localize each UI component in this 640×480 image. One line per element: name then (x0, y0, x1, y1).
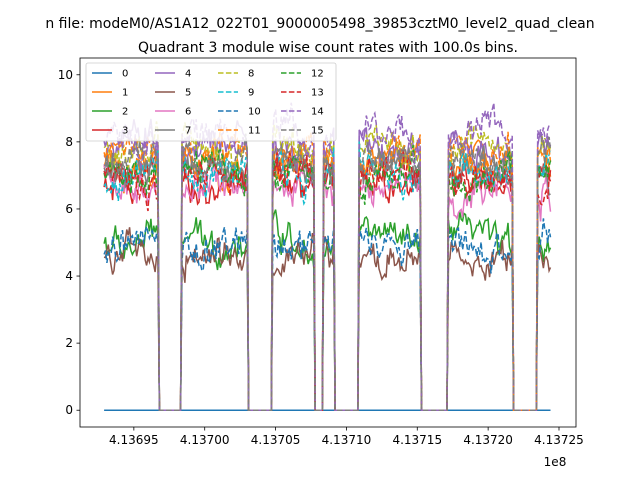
x-tick-label: 4.13725 (534, 433, 584, 447)
y-tick-label: 0 (65, 403, 73, 417)
x-axis: 4.13695 4.13700 4.13705 4.13710 4.13715 4.137… (109, 427, 584, 447)
x-tick-label: 4.13705 (251, 433, 301, 447)
legend-label-7: 7 (185, 126, 191, 137)
x-offset-label: 1e8 (544, 455, 567, 469)
legend-label-10: 10 (248, 107, 261, 118)
chart-title: Quadrant 3 module wise count rates with … (138, 40, 518, 56)
y-tick-label: 6 (65, 202, 73, 216)
legend-label-15: 15 (311, 126, 324, 137)
y-tick-label: 4 (65, 269, 73, 283)
y-tick-label: 2 (65, 336, 73, 350)
legend-label-5: 5 (185, 88, 191, 99)
legend-label-11: 11 (248, 126, 261, 137)
y-axis: 0 2 4 6 8 10 (58, 68, 80, 417)
legend-label-14: 14 (311, 107, 324, 118)
y-tick-label: 10 (58, 68, 73, 82)
legend-label-0: 0 (122, 69, 128, 80)
series-line-15 (103, 133, 552, 411)
axes-frame (79, 57, 577, 428)
x-tick-label: 4.13700 (180, 433, 230, 447)
legend-label-2: 2 (122, 107, 128, 118)
y-tick-label: 8 (65, 135, 73, 149)
legend-label-13: 13 (311, 88, 324, 99)
legend-label-3: 3 (122, 126, 128, 137)
x-tick-label: 4.13710 (322, 433, 372, 447)
legend-label-9: 9 (248, 88, 254, 99)
x-tick-label: 4.13715 (392, 433, 442, 447)
legend-label-1: 1 (122, 88, 128, 99)
legend-label-6: 6 (185, 107, 191, 118)
legend-label-4: 4 (185, 69, 191, 80)
x-tick-label: 4.13695 (109, 433, 159, 447)
legend-label-8: 8 (248, 69, 254, 80)
legend-label-12: 12 (311, 69, 324, 80)
x-tick-label: 4.13720 (463, 433, 513, 447)
suptitle: n file: modeM0/AS1A12_022T01_9000005498_… (45, 16, 594, 32)
legend-box (85, 62, 337, 142)
